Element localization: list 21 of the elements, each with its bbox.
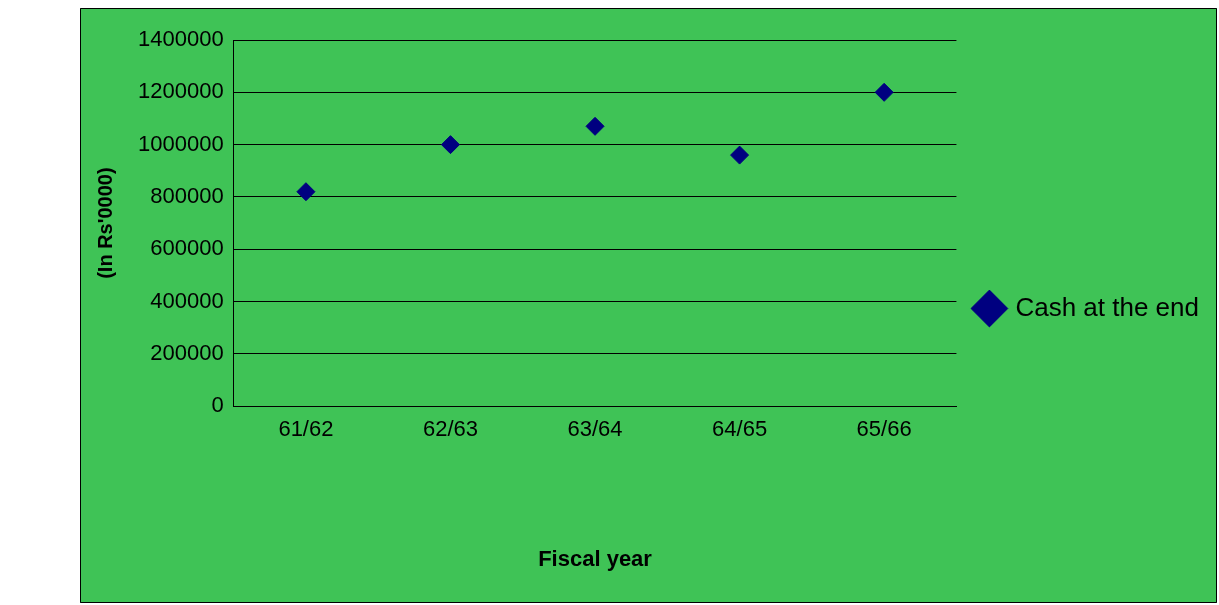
x-tick-label: 63/64 [567, 416, 623, 442]
y-tick-label: 1000000 [137, 130, 224, 156]
y-tick-label: 800000 [150, 183, 224, 209]
y-axis-title: (In Rs'0000) [93, 167, 116, 279]
point [730, 145, 750, 165]
y-tick-label: 1400000 [137, 26, 224, 52]
x-axis-title: Fiscal year [538, 545, 653, 571]
point [296, 182, 316, 202]
x-tick-label: 62/63 [422, 416, 479, 442]
y-tick-label: 0 [211, 392, 224, 418]
y-tick-label: 600000 [150, 235, 224, 261]
point [585, 116, 605, 136]
x-tick-label: 61/62 [278, 416, 334, 442]
y-tick-label: 400000 [150, 287, 224, 313]
x-tick-label: 65/66 [856, 416, 912, 442]
point [874, 82, 894, 102]
point [440, 135, 460, 155]
x-tick-label: 64/65 [712, 416, 768, 442]
y-tick-label: 1200000 [137, 78, 224, 104]
y-tick-label: 200000 [150, 339, 224, 365]
legend-label: Cash at the end [1015, 291, 1199, 322]
